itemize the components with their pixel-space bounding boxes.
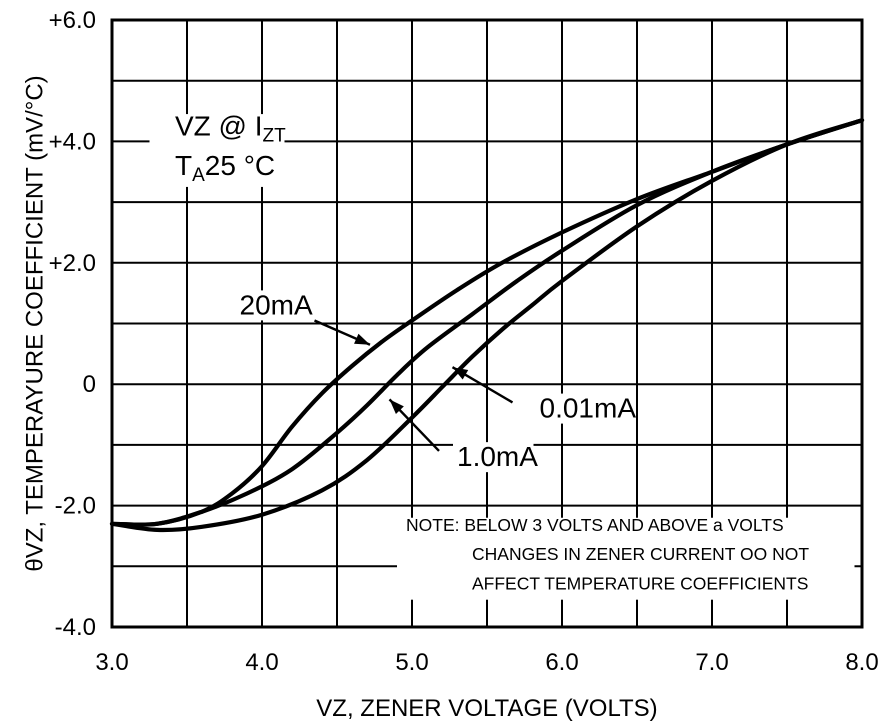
x-tick-label: 6.0 — [545, 649, 578, 676]
series-label-0-01ma: 0.01mA — [540, 393, 637, 424]
condition-temperature-main: T — [175, 150, 192, 181]
y-tick-label: +2.0 — [49, 250, 96, 277]
x-tick-label: 3.0 — [95, 649, 128, 676]
curve-0-01ma — [109, 118, 865, 533]
condition-temperature-value: 25 °C — [205, 150, 275, 181]
plot-frame — [110, 18, 864, 629]
note-line-2: CHANGES IN ZENER CURRENT OO NOT — [472, 544, 809, 564]
y-tick-label: 0 — [83, 371, 96, 398]
x-tick-label: 5.0 — [395, 649, 428, 676]
arrowhead-1-0ma — [389, 399, 404, 415]
curve-20ma — [109, 118, 865, 527]
label-background-20ma — [235, 290, 302, 321]
x-tick-label: 7.0 — [695, 649, 728, 676]
label-background-1-0ma — [453, 442, 534, 473]
y-tick-label: -2.0 — [55, 493, 96, 520]
condition-temperature: TA25 °C — [175, 150, 275, 186]
condition-current: VZ @ IZT — [175, 110, 286, 146]
note-line-3: AFFECT TEMPERATURE COEFFICIENTS — [472, 573, 808, 593]
condition-current-sub: ZT — [263, 125, 287, 146]
curve-1-0ma — [109, 118, 865, 527]
label-background-0-01ma — [535, 393, 631, 424]
y-axis-label: θVZ, TEMPERAYURE COEFFICIENT (mV/°C) — [21, 75, 48, 571]
y-tick-label: -4.0 — [55, 614, 96, 641]
arrowhead-20ma — [354, 333, 370, 345]
y-tick-label: +4.0 — [49, 128, 96, 155]
condition-temperature-sub: A — [192, 165, 205, 186]
x-axis-label: VZ, ZENER VOLTAGE (VOLTS) — [316, 695, 657, 722]
arrowhead-0-01ma — [452, 367, 469, 380]
series-label-20ma: 20mA — [240, 289, 313, 320]
x-tick-label: 8.0 — [845, 649, 878, 676]
axis-ticks: 3.0 4.0 5.0 6.0 7.0 8.0 +6.0 +4.0 +2.0 0 -2.0 -4.0 — [49, 7, 879, 676]
curves — [109, 118, 865, 533]
y-tick-label: +6.0 — [49, 7, 96, 34]
x-tick-label: 4.0 — [245, 649, 278, 676]
note-line-1: NOTE: BELOW 3 VOLTS AND ABOVE a VOLTS — [406, 515, 784, 535]
note-background — [397, 517, 855, 600]
conditions-label-background — [149, 114, 285, 187]
condition-current-main: VZ @ I — [175, 110, 263, 141]
series-label-1-0ma: 1.0mA — [457, 441, 538, 472]
